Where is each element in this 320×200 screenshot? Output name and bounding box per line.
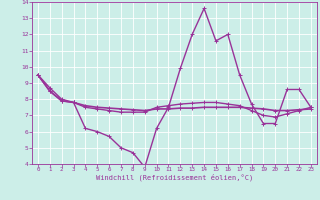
X-axis label: Windchill (Refroidissement éolien,°C): Windchill (Refroidissement éolien,°C) — [96, 174, 253, 181]
